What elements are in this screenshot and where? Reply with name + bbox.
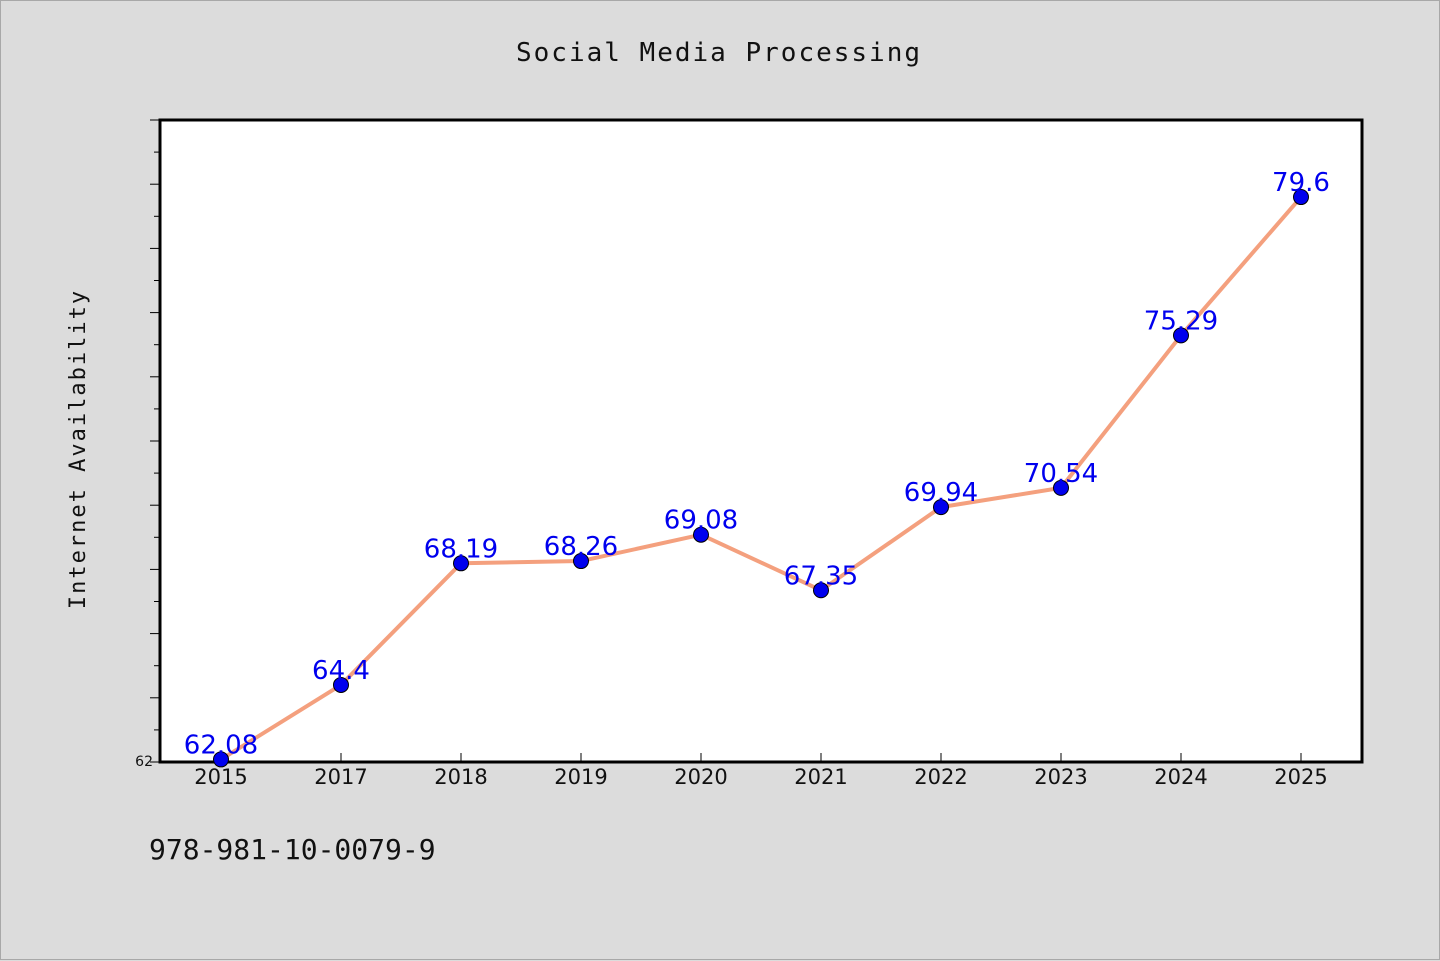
series-line-group [219,195,1303,762]
plot-area [158,118,1364,764]
x-tick-label: 2023 [1034,765,1087,789]
data-labels: 62.08 64.4 68.19 68.26 69.08 67.35 69.94 70.54 7… [184,168,1330,760]
data-label: 68.26 [544,532,618,562]
data-markers [213,189,1309,768]
data-point-marker [1053,479,1069,496]
data-point-marker [213,751,229,768]
data-point-marker [333,676,349,693]
data-label: 68.19 [424,534,498,564]
x-tick-label: 2019 [554,765,607,789]
x-tick-label: 2017 [314,765,367,789]
data-point-marker [813,582,829,599]
x-tick-label: 2025 [1274,765,1327,789]
data-label: 79.6 [1272,168,1330,198]
data-point-marker [693,526,709,543]
x-tick-label: 2022 [914,765,967,789]
x-tick-label: 2015 [194,765,247,789]
data-label: 75.29 [1144,306,1218,336]
data-label: 69.94 [904,478,978,508]
x-axis-tick-labels: 2015 2017 2018 2019 2020 2021 2022 2023 2024 2025 [194,765,1327,789]
chart-title: Social Media Processing [516,38,922,68]
data-point-marker [1293,189,1309,206]
data-point-marker [1173,327,1189,344]
y-tick-label: 62 [135,754,153,770]
data-label: 67.35 [784,561,858,591]
y-axis-label: Internet Availability [66,289,91,609]
y-axis-ticks [150,119,160,763]
y-axis-tick-labels: 62 [135,754,153,770]
x-tick-label: 2018 [434,765,487,789]
data-label: 69.08 [664,506,738,536]
x-tick-label: 2020 [674,765,727,789]
x-tick-label: 2021 [794,765,847,789]
isbn-footnote: 978-981-10-0079-9 [149,833,436,866]
data-point-marker [933,499,949,516]
series-line [219,195,1303,762]
data-label: 64.4 [312,656,370,686]
data-point-marker [573,553,589,570]
data-point-marker [453,555,469,572]
data-label: 62.08 [184,730,258,760]
data-label: 70.54 [1024,459,1098,489]
x-tick-label: 2024 [1154,765,1207,789]
